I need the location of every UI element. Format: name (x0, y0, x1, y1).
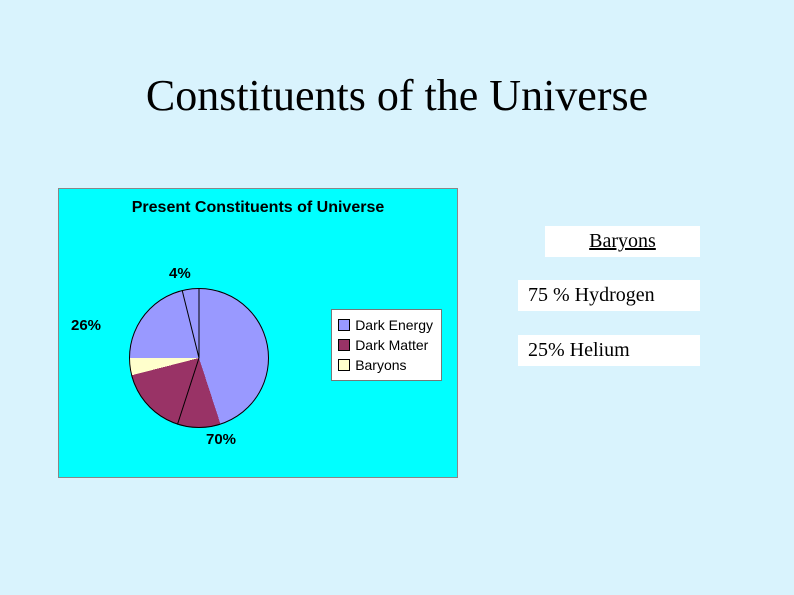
pie-chart (129, 288, 269, 428)
chart-legend: Dark Energy Dark Matter Baryons (331, 309, 442, 381)
legend-item-dark-matter: Dark Matter (338, 335, 433, 355)
pie-chart-panel: Present Constituents of Universe 70% 26%… (58, 188, 458, 478)
page-title: Constituents of the Universe (0, 70, 794, 121)
baryons-header: Baryons (545, 226, 700, 257)
legend-label: Baryons (355, 355, 406, 375)
legend-swatch (338, 339, 350, 351)
pie-separators (129, 288, 269, 428)
baryons-helium: 25% Helium (518, 335, 700, 366)
legend-swatch (338, 319, 350, 331)
legend-label: Dark Matter (355, 335, 428, 355)
pct-label-dark-matter: 26% (71, 317, 101, 334)
legend-swatch (338, 359, 350, 371)
chart-title: Present Constituents of Universe (59, 199, 457, 217)
pct-label-dark-energy: 70% (206, 431, 236, 448)
legend-item-dark-energy: Dark Energy (338, 315, 433, 335)
legend-item-baryons: Baryons (338, 355, 433, 375)
baryons-hydrogen: 75 % Hydrogen (518, 280, 700, 311)
legend-label: Dark Energy (355, 315, 433, 335)
pct-label-baryons: 4% (169, 265, 191, 282)
